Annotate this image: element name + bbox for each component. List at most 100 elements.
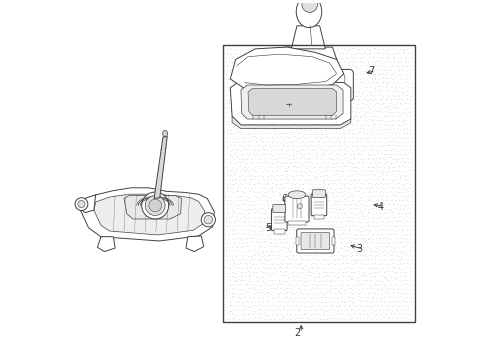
Point xyxy=(401,186,409,192)
Point xyxy=(265,235,273,240)
Point xyxy=(279,307,286,313)
Point xyxy=(258,143,266,148)
Point xyxy=(360,247,367,253)
Point xyxy=(293,180,301,186)
Point xyxy=(366,283,374,288)
Point xyxy=(325,298,333,303)
Point xyxy=(392,285,400,291)
Point xyxy=(292,68,300,74)
Point xyxy=(363,240,370,246)
Point xyxy=(309,96,317,102)
Point xyxy=(373,100,381,106)
Point xyxy=(353,50,361,55)
Point xyxy=(263,97,271,103)
Point xyxy=(228,253,236,259)
Point xyxy=(227,213,235,219)
Point xyxy=(350,266,358,271)
Point xyxy=(244,273,252,278)
Point xyxy=(340,110,347,116)
Point xyxy=(326,93,334,99)
Point xyxy=(266,252,274,257)
Point xyxy=(405,243,413,249)
Point xyxy=(224,76,232,82)
Point xyxy=(252,269,260,275)
Point xyxy=(295,266,303,271)
Point xyxy=(237,240,245,246)
Point xyxy=(348,126,356,132)
Point xyxy=(368,97,376,103)
Point xyxy=(368,156,376,162)
Point xyxy=(287,256,295,262)
Point xyxy=(331,138,339,144)
Point xyxy=(327,156,335,162)
Point xyxy=(322,308,329,314)
Point xyxy=(247,273,255,279)
Point xyxy=(241,66,249,72)
Point xyxy=(373,269,381,274)
Point xyxy=(393,92,401,98)
Point xyxy=(310,164,318,170)
Point xyxy=(264,97,272,103)
Point xyxy=(351,185,359,191)
Point xyxy=(286,87,294,93)
Point xyxy=(246,135,254,140)
Point xyxy=(350,281,358,287)
Point xyxy=(226,220,234,225)
Point xyxy=(255,180,263,186)
Point xyxy=(281,176,289,182)
Point xyxy=(274,248,282,253)
Polygon shape xyxy=(97,237,115,252)
Point xyxy=(268,66,276,72)
Point xyxy=(301,226,309,232)
Point xyxy=(281,173,289,179)
Point xyxy=(367,303,375,309)
Point xyxy=(319,173,326,179)
Point xyxy=(375,235,383,241)
Point xyxy=(346,289,354,295)
Point xyxy=(236,295,244,301)
Point xyxy=(225,88,233,94)
Point xyxy=(333,277,341,283)
Point xyxy=(269,156,277,161)
Point xyxy=(224,299,231,305)
Point xyxy=(237,151,244,157)
Point xyxy=(376,295,384,301)
Point xyxy=(330,201,338,207)
Point xyxy=(315,109,323,115)
Point xyxy=(273,268,281,274)
Point xyxy=(264,176,271,181)
Point xyxy=(243,165,250,170)
Point xyxy=(348,130,356,136)
Point xyxy=(334,269,342,275)
Point xyxy=(295,83,303,89)
Point xyxy=(326,101,334,107)
Point xyxy=(222,247,230,253)
Point xyxy=(344,78,352,84)
Point xyxy=(240,142,248,148)
Point xyxy=(341,231,348,237)
Point xyxy=(392,270,400,275)
Point xyxy=(373,243,381,249)
Point xyxy=(257,122,265,128)
Point xyxy=(243,316,251,322)
Point xyxy=(300,251,307,257)
Point xyxy=(386,67,393,73)
Point xyxy=(275,219,283,225)
Point xyxy=(283,222,290,228)
Point xyxy=(374,181,382,187)
Point xyxy=(327,84,335,90)
Point xyxy=(309,122,317,128)
Point xyxy=(320,214,328,220)
Point xyxy=(244,172,252,177)
Circle shape xyxy=(148,199,161,212)
Point xyxy=(344,59,352,64)
Point xyxy=(270,206,278,211)
Point xyxy=(385,307,392,313)
Point xyxy=(222,51,230,57)
Point xyxy=(301,109,308,115)
Point xyxy=(335,59,343,65)
Point xyxy=(227,201,235,207)
Point xyxy=(317,152,325,158)
Point xyxy=(223,202,230,207)
Point xyxy=(374,58,382,63)
